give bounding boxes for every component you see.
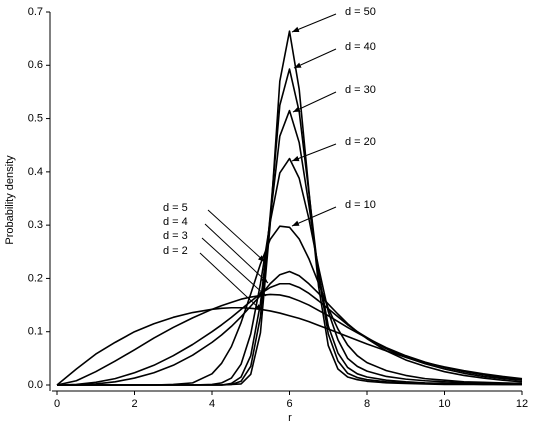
y-tick-label: 0.6 (28, 59, 43, 71)
series-label: d = 5 (163, 202, 188, 214)
y-tick-label: 0.1 (28, 326, 43, 338)
y-tick-label: 0.7 (28, 6, 43, 18)
annotation-arrow (201, 237, 267, 297)
y-tick-label: 0.5 (28, 112, 43, 124)
y-tick-label: 0.4 (28, 166, 43, 178)
x-tick-label: 6 (286, 398, 292, 410)
annotation-arrow (291, 13, 337, 33)
series-label: d = 2 (163, 245, 188, 257)
y-tick-label: 0.2 (28, 272, 43, 284)
series-label: d = 50 (345, 6, 376, 18)
annotation-arrow (204, 223, 269, 284)
y-tick-label: 0.3 (28, 219, 43, 231)
y-tick-label: 0.0 (28, 379, 43, 391)
x-tick-label: 10 (438, 398, 450, 410)
annotation-arrow (207, 209, 266, 263)
series-label: d = 40 (345, 41, 376, 53)
series-line (56, 306, 523, 386)
annotation-arrow (291, 206, 337, 227)
annotation-arrow (199, 252, 263, 312)
x-tick-label: 2 (131, 398, 137, 410)
x-tick-label: 8 (364, 398, 370, 410)
x-axis-label: r (288, 412, 292, 424)
series-line (57, 30, 522, 386)
x-tick-label: 4 (209, 398, 215, 410)
series-label: d = 30 (345, 84, 376, 96)
x-tick-label: 0 (54, 398, 60, 410)
series-label: d = 3 (163, 230, 188, 242)
series-label: d = 4 (163, 216, 188, 228)
series-line (56, 293, 523, 386)
annotation-arrow (292, 91, 337, 113)
annotation-arrow (293, 48, 337, 69)
series-label: d = 20 (345, 136, 376, 148)
series-line (57, 225, 523, 386)
series-line (57, 109, 522, 386)
y-axis-label: Probability density (4, 155, 16, 245)
annotation-arrow (291, 143, 337, 162)
series-label: d = 10 (345, 199, 376, 211)
x-tick-label: 12 (516, 398, 528, 410)
series-line (57, 270, 523, 386)
